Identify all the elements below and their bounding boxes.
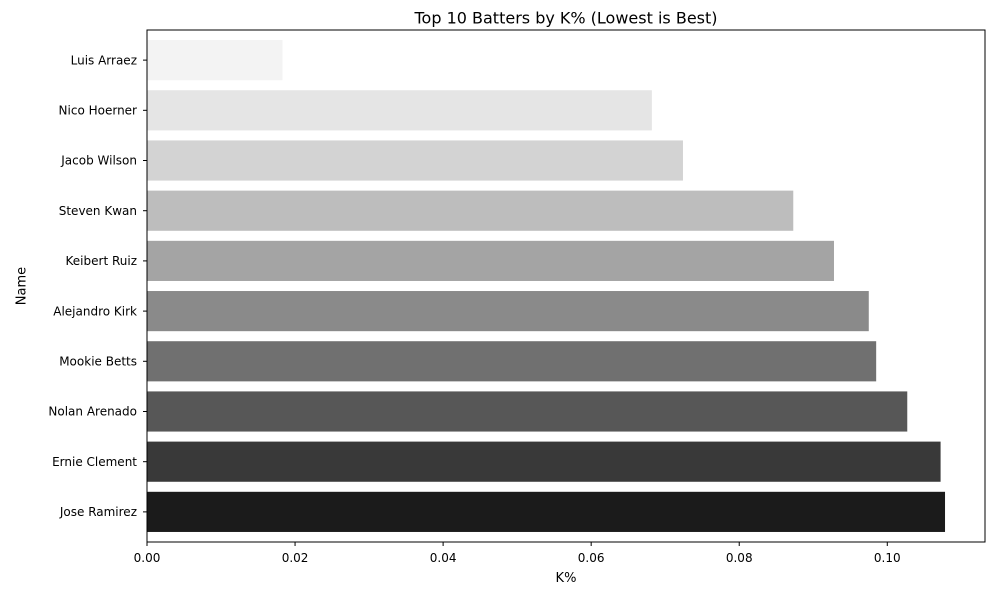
bar-nico-hoerner: [147, 90, 652, 131]
y-tick-label: Nolan Arenado: [48, 405, 137, 419]
y-tick-label: Mookie Betts: [59, 354, 137, 368]
y-tick-label: Nico Hoerner: [59, 104, 138, 118]
bar-luis-arraez: [147, 40, 283, 81]
x-tick-label: 0.00: [134, 551, 161, 565]
bar-ernie-clement: [147, 441, 941, 482]
y-tick-label: Luis Arraez: [71, 53, 137, 67]
bar-nolan-arenado: [147, 391, 908, 432]
x-tick-label: 0.08: [726, 551, 753, 565]
x-tick-label: 0.04: [430, 551, 457, 565]
x-tick-label: 0.10: [874, 551, 901, 565]
y-tick-label: Steven Kwan: [59, 204, 137, 218]
y-tick-label: Keibert Ruiz: [66, 254, 137, 268]
y-tick-label: Ernie Clement: [52, 455, 137, 469]
x-ticks-layer: 0.00 0.02 0.04 0.06 0.08 0.10: [134, 542, 901, 565]
y-axis-label: Name: [15, 267, 30, 305]
plot-frame: [146, 29, 986, 543]
bar-jacob-wilson: [147, 140, 683, 181]
x-tick-label: 0.02: [282, 551, 309, 565]
y-tick-label: Jose Ramirez: [59, 505, 137, 519]
chart-title: Top 10 Batters by K% (Lowest is Best): [413, 8, 717, 27]
bar-alejandro-kirk: [147, 291, 869, 332]
x-tick-label: 0.06: [578, 551, 605, 565]
bar-jose-ramirez: [147, 491, 946, 532]
bar-steven-kwan: [147, 190, 794, 231]
y-tick-label: Jacob Wilson: [60, 154, 137, 168]
bar-keibert-ruiz: [147, 240, 834, 281]
y-ticks-layer: Luis Arraez Nico Hoerner Jacob Wilson Steve…: [48, 53, 147, 519]
x-axis-label: K%: [556, 571, 577, 586]
bar-mookie-betts: [147, 341, 877, 382]
y-tick-label: Alejandro Kirk: [53, 304, 137, 318]
bars-layer: [147, 40, 946, 532]
